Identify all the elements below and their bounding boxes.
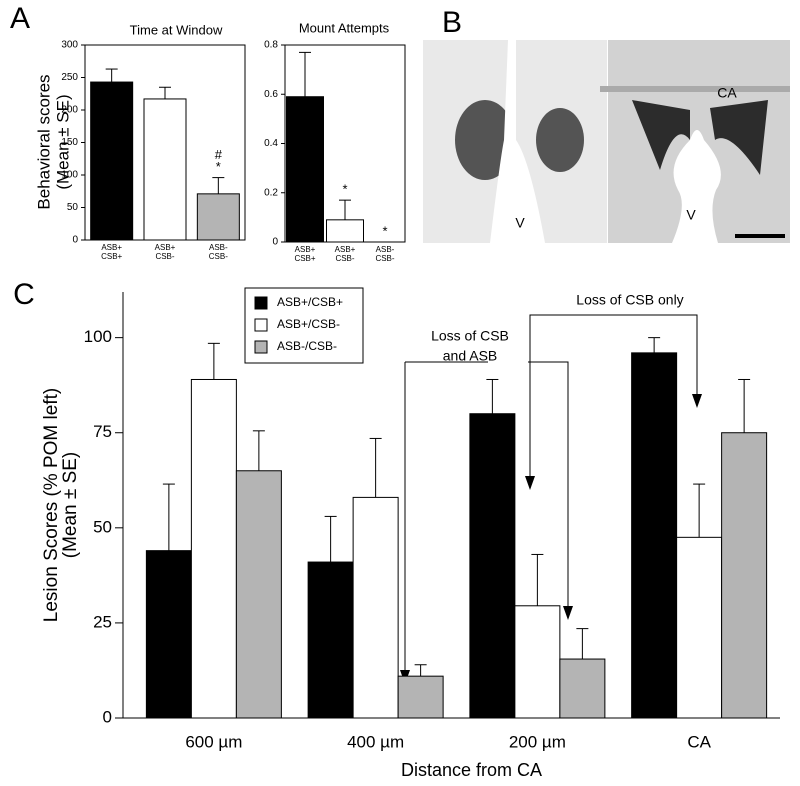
bar bbox=[514, 605, 561, 719]
panel-label: A bbox=[10, 2, 30, 35]
bar bbox=[235, 470, 282, 719]
x-tick-label: CSB- bbox=[209, 252, 228, 261]
legend-label: ASB+/CSB- bbox=[277, 317, 340, 331]
bar bbox=[676, 536, 723, 719]
legend-swatch bbox=[254, 296, 268, 310]
x-tick-label: ASB+ bbox=[155, 243, 176, 252]
x-axis-label: Distance from CA bbox=[401, 760, 542, 780]
legend-label: ASB+/CSB+ bbox=[277, 295, 343, 309]
annotation: Loss of CSB bbox=[431, 328, 509, 344]
annotation: and ASB bbox=[443, 348, 498, 364]
panel-label: C bbox=[13, 278, 35, 311]
x-tick-label: ASB+ bbox=[101, 243, 122, 252]
x-tick-label: CSB- bbox=[155, 252, 174, 261]
bar bbox=[631, 352, 678, 719]
image-label: V bbox=[686, 207, 696, 223]
x-tick-label: ASB- bbox=[376, 245, 395, 254]
bar bbox=[90, 81, 134, 241]
legend-label: ASB-/CSB- bbox=[277, 339, 337, 353]
y-axis-label: Lesion Scores (% POM left) bbox=[41, 388, 62, 622]
y-tick-label: 100 bbox=[61, 170, 78, 181]
bar bbox=[721, 432, 768, 719]
y-tick-label: 150 bbox=[61, 137, 78, 148]
y-tick-label: 0 bbox=[72, 235, 78, 246]
micrograph bbox=[423, 40, 790, 243]
bar bbox=[307, 561, 354, 719]
bar bbox=[559, 658, 606, 719]
y-tick-label: 0 bbox=[103, 707, 112, 726]
annotation: # bbox=[215, 147, 223, 162]
x-tick-label: 400 µm bbox=[347, 732, 404, 751]
y-tick-label: 0.2 bbox=[264, 187, 278, 198]
y-tick-label: 0.8 bbox=[264, 40, 278, 51]
x-tick-label: CA bbox=[687, 732, 711, 751]
bar bbox=[145, 550, 192, 719]
panel-label: B bbox=[442, 6, 462, 39]
y-axis-label: Behavioral scores bbox=[34, 74, 53, 209]
chart-title: Time at Window bbox=[130, 22, 223, 37]
y-tick-label: 200 bbox=[61, 105, 78, 116]
y-tick-label: 300 bbox=[61, 40, 78, 51]
x-tick-label: CSB+ bbox=[101, 252, 122, 261]
x-tick-label: 600 µm bbox=[185, 732, 242, 751]
y-tick-label: 250 bbox=[61, 72, 78, 83]
annotation: * bbox=[216, 159, 221, 174]
x-tick-label: ASB- bbox=[209, 243, 228, 252]
legend-frame bbox=[244, 287, 364, 364]
x-tick-label: CSB- bbox=[375, 254, 394, 263]
legend-swatch bbox=[254, 318, 268, 332]
bar bbox=[326, 219, 364, 243]
bar bbox=[190, 378, 237, 719]
image-label: V bbox=[515, 215, 525, 231]
chart-title: Mount Attempts bbox=[299, 20, 390, 35]
x-tick-label: ASB+ bbox=[295, 245, 316, 254]
bar bbox=[286, 96, 324, 243]
y-tick-label: 75 bbox=[93, 422, 112, 441]
x-tick-label: ASB+ bbox=[335, 245, 356, 254]
y-tick-label: 0.4 bbox=[264, 138, 278, 149]
y-tick-label: 0.6 bbox=[264, 89, 278, 100]
image-label: CA bbox=[717, 85, 737, 101]
y-tick-label: 50 bbox=[93, 517, 112, 536]
x-tick-label: 200 µm bbox=[509, 732, 566, 751]
annotation: * bbox=[382, 223, 387, 238]
legend-swatch bbox=[254, 340, 268, 354]
bar bbox=[352, 496, 399, 719]
y-tick-label: 100 bbox=[84, 327, 112, 346]
y-tick-label: 25 bbox=[93, 612, 112, 631]
bar bbox=[397, 675, 444, 719]
bar bbox=[196, 193, 240, 241]
annotation: * bbox=[342, 182, 347, 197]
y-axis-label: (Mean ± SE) bbox=[53, 94, 72, 189]
bar bbox=[143, 98, 187, 241]
y-tick-label: 50 bbox=[67, 202, 79, 213]
bar bbox=[469, 413, 516, 719]
annotation: Loss of CSB only bbox=[576, 292, 683, 308]
x-tick-label: CSB+ bbox=[294, 254, 315, 263]
y-tick-label: 0 bbox=[272, 237, 278, 248]
arrows bbox=[404, 314, 698, 672]
y-axis-label: (Mean ± SE) bbox=[60, 452, 81, 559]
x-tick-label: CSB- bbox=[335, 254, 354, 263]
